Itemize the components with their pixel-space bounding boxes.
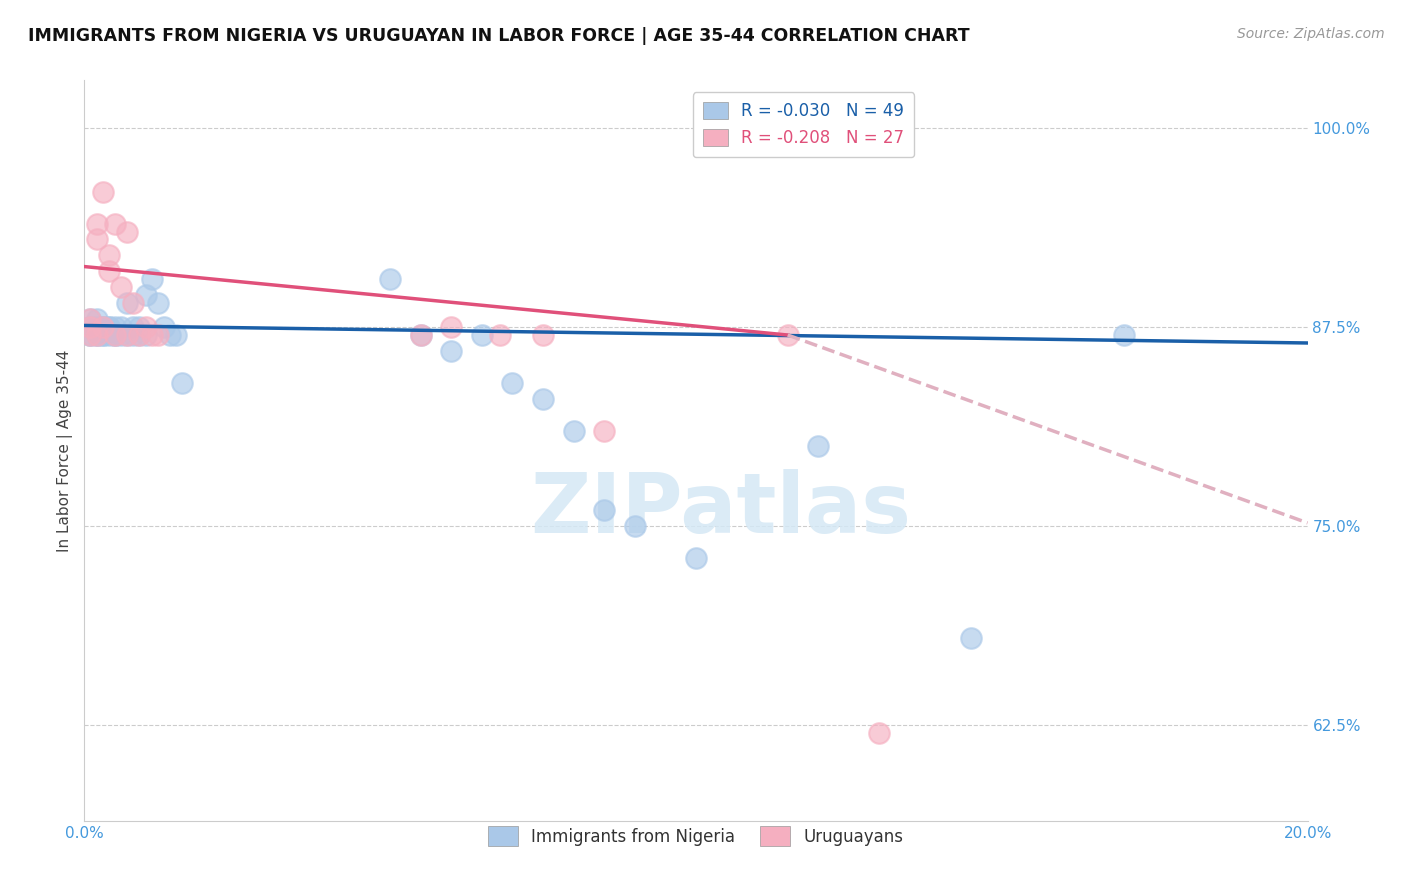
Point [115,328,138,343]
Point [489,328,512,343]
Point [128,328,150,343]
Point [1114,328,1136,343]
Point [562,424,585,438]
Point [91,320,114,334]
Point [115,225,138,239]
Point [79,328,101,343]
Point [86,328,108,343]
Point [624,519,647,533]
Point [110,280,132,294]
Point [531,328,554,343]
Point [91,320,114,334]
Point [409,328,432,343]
Point [86,328,108,343]
Point [960,631,983,645]
Point [128,320,150,334]
Point [115,328,138,343]
Point [776,328,799,343]
Point [141,272,163,286]
Point [86,312,108,326]
Point [172,376,194,390]
Point [807,440,830,454]
Point [115,296,138,310]
Point [79,328,101,343]
Legend: Immigrants from Nigeria, Uruguayans: Immigrants from Nigeria, Uruguayans [481,820,911,853]
Point [135,320,157,334]
Point [86,217,108,231]
Point [153,320,176,334]
Point [135,328,157,343]
Point [79,312,101,326]
Point [122,320,145,334]
Point [471,328,494,343]
Point [79,312,101,326]
Point [146,328,169,343]
Point [869,726,891,740]
Point [79,320,101,334]
Point [122,328,145,343]
Point [165,328,187,343]
Point [122,296,145,310]
Text: Source: ZipAtlas.com: Source: ZipAtlas.com [1237,27,1385,41]
Point [104,217,127,231]
Point [97,320,120,334]
Point [380,272,402,286]
Point [409,328,432,343]
Point [110,320,132,334]
Point [91,328,114,343]
Point [91,185,114,199]
Point [104,328,127,343]
Point [86,320,108,334]
Point [91,328,114,343]
Point [97,248,120,262]
Point [104,320,127,334]
Point [91,320,114,334]
Point [86,328,108,343]
Point [86,320,108,334]
Y-axis label: In Labor Force | Age 35-44: In Labor Force | Age 35-44 [58,350,73,551]
Point [593,503,616,517]
Point [531,392,554,406]
Point [128,328,150,343]
Point [86,232,108,246]
Point [135,288,157,302]
Point [79,320,101,334]
Point [593,424,616,438]
Point [104,328,127,343]
Point [97,328,120,343]
Point [440,343,463,358]
Point [141,328,163,343]
Point [159,328,181,343]
Point [104,328,127,343]
Point [110,328,132,343]
Point [146,296,169,310]
Point [440,320,463,334]
Text: IMMIGRANTS FROM NIGERIA VS URUGUAYAN IN LABOR FORCE | AGE 35-44 CORRELATION CHAR: IMMIGRANTS FROM NIGERIA VS URUGUAYAN IN … [28,27,970,45]
Point [79,328,101,343]
Point [79,320,101,334]
Point [502,376,524,390]
Text: ZIPatlas: ZIPatlas [530,469,911,550]
Point [97,264,120,278]
Point [685,550,707,565]
Point [97,320,120,334]
